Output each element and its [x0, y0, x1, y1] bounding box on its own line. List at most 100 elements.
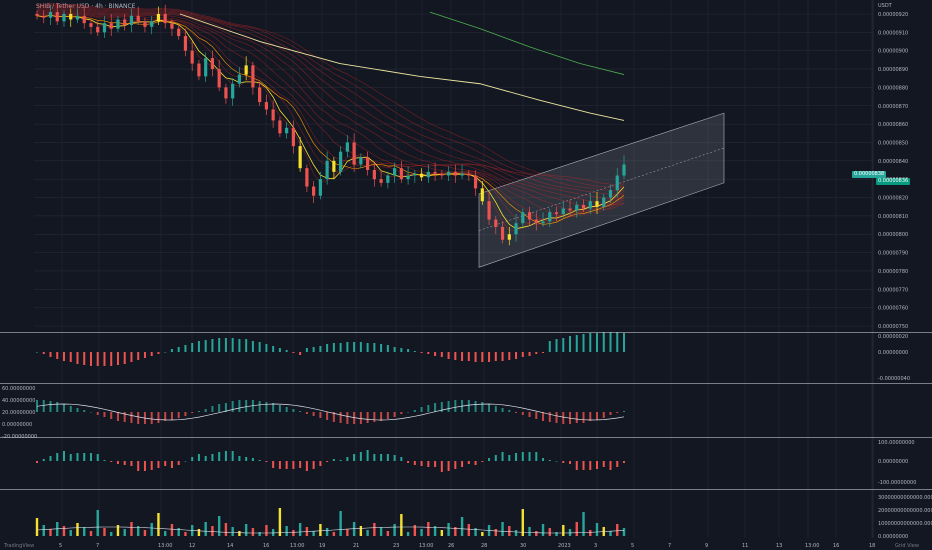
rsi-bar: [596, 412, 599, 420]
macd-bar: [238, 339, 241, 352]
rsi-bar: [359, 412, 362, 424]
candle-body: [231, 83, 235, 99]
rsi-bar: [150, 412, 153, 424]
ribbon-line: [36, 13, 625, 225]
rsi-bar: [265, 402, 268, 412]
volume-bar: [352, 522, 356, 536]
volume-bar: [177, 528, 180, 536]
macd-bar: [488, 352, 491, 362]
osc-bar: [609, 461, 612, 470]
candle-body: [136, 15, 140, 22]
candle-body: [237, 74, 242, 84]
volume-tick: 20000000000000.00000000: [878, 508, 932, 514]
volume-bar: [474, 528, 477, 536]
macd-bar: [265, 344, 268, 352]
osc-bar: [130, 461, 133, 466]
rsi-bar: [400, 412, 403, 414]
osc-bar: [535, 452, 538, 461]
time-tick-label: 11: [742, 543, 748, 549]
rsi-bar: [616, 412, 619, 413]
price-tick-label: 0.00000790: [878, 251, 908, 257]
volume-bar: [103, 528, 106, 536]
time-tick-label: 9: [705, 543, 708, 549]
rsi-bar: [319, 412, 322, 418]
macd-bar: [319, 346, 322, 352]
macd-bar: [474, 352, 477, 362]
candle-body: [446, 171, 451, 176]
candle-body: [210, 58, 215, 70]
osc-bar: [481, 461, 484, 462]
osc-bar: [305, 461, 308, 471]
macd-bar: [548, 341, 551, 352]
rsi-bar: [292, 409, 295, 412]
candle-body: [48, 12, 53, 18]
osc-bar: [265, 461, 268, 462]
rsi-bar: [609, 412, 612, 415]
pane-separator-2[interactable]: [0, 383, 932, 384]
candle-body: [399, 168, 403, 180]
osc-bar: [170, 461, 173, 468]
osc-bar: [353, 454, 356, 461]
osc-bar: [616, 461, 619, 467]
moving-averages: [36, 11, 625, 230]
osc-bar: [224, 451, 227, 461]
rsi-bar: [575, 412, 578, 423]
candle-body: [588, 201, 592, 209]
time-tick-label: 16: [263, 543, 269, 549]
candle-body: [548, 212, 552, 222]
rsi-bar: [515, 412, 518, 413]
rsi-bar: [380, 412, 383, 421]
rsi-bar: [312, 412, 315, 416]
macd-bar: [413, 351, 416, 352]
time-tick-label: 2023: [558, 543, 571, 549]
rsi-bar: [467, 400, 470, 412]
price-tick-label: 0.00000870: [878, 104, 908, 110]
osc-bar: [575, 461, 578, 470]
volume-bar: [62, 526, 66, 536]
price-tick-label: 0.00000760: [878, 306, 908, 312]
osc-bar: [251, 458, 254, 461]
candle-body: [581, 204, 586, 209]
osc-bar: [137, 461, 140, 471]
ribbon-line: [36, 7, 625, 200]
volume-bar: [562, 525, 565, 536]
macd-bar: [326, 344, 329, 352]
volume-bar: [433, 526, 437, 536]
time-tick-label: 21: [353, 543, 359, 549]
candle-body: [595, 201, 599, 207]
time-tick-label: 28: [481, 543, 487, 549]
candle-body: [541, 221, 545, 224]
volume-bar: [278, 508, 282, 536]
rsi-bar: [110, 412, 113, 419]
footer-gridview[interactable]: Grid View: [895, 543, 919, 549]
volume-bar: [150, 523, 153, 536]
volume-bar: [366, 530, 369, 536]
volume-bar: [123, 529, 126, 536]
candle-body: [55, 12, 59, 22]
macd-bar: [36, 352, 38, 353]
osc-bar: [143, 461, 146, 471]
pane-separator-4[interactable]: [0, 489, 932, 490]
candle-body: [487, 201, 491, 220]
macd-bar: [197, 341, 200, 352]
last-price-tag: 0.00000838: [852, 171, 887, 178]
macd-bar: [575, 335, 578, 352]
rsi-bar: [373, 412, 376, 422]
volume-bar: [379, 527, 383, 536]
ma-fast-line: [36, 14, 625, 230]
candle-body: [392, 168, 397, 176]
rsi-bar: [427, 405, 430, 412]
osc-bar: [278, 461, 281, 469]
candle-body: [426, 171, 430, 178]
time-tick-label: 13:00: [158, 543, 172, 549]
time-tick-label: 30: [520, 543, 526, 549]
osc-bar: [56, 453, 59, 461]
pane-separator-1[interactable]: [0, 332, 932, 333]
time-tick-label: 23: [393, 543, 399, 549]
pane-separator-3[interactable]: [0, 437, 932, 438]
volume-bar: [460, 517, 464, 536]
macd-bar: [42, 352, 45, 354]
candle-body: [352, 142, 356, 165]
